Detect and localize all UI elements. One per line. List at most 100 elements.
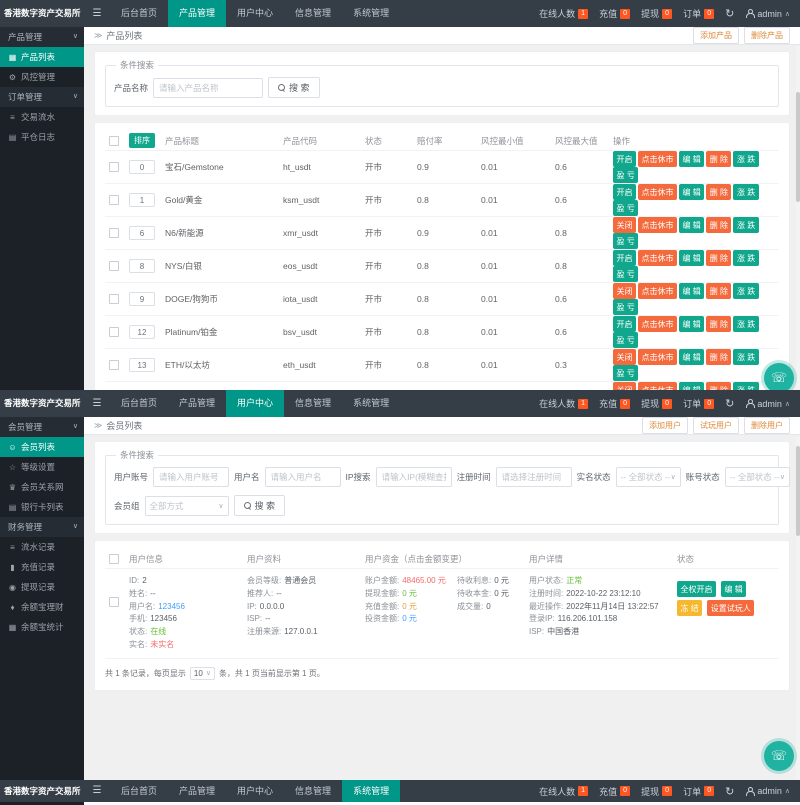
- toggle-button[interactable]: 关闭: [613, 382, 636, 390]
- hamburger-icon[interactable]: ☰: [92, 8, 102, 19]
- delete-product-button[interactable]: 删除产品: [744, 27, 790, 44]
- sort-input[interactable]: 9: [129, 292, 155, 306]
- market-close-button[interactable]: 点击休市: [638, 217, 677, 233]
- customer-service-button[interactable]: ☏: [764, 363, 794, 390]
- scrollbar[interactable]: [796, 46, 800, 390]
- add-product-button[interactable]: 添加产品: [693, 27, 739, 44]
- nav-user-center[interactable]: 用户中心: [237, 8, 274, 18]
- nav-system[interactable]: 系统管理: [342, 780, 401, 802]
- user-menu[interactable]: admin ∧: [745, 786, 790, 796]
- member-group-select[interactable]: 全部方式 ∨: [144, 495, 229, 516]
- select-all-checkbox[interactable]: [109, 135, 119, 146]
- row-checkbox[interactable]: [109, 195, 119, 205]
- updown-button[interactable]: 涨 跌: [733, 316, 759, 332]
- edit-button[interactable]: 编 辑: [721, 581, 747, 597]
- profit-button[interactable]: 盈 亏: [613, 233, 639, 249]
- withdraw-stat[interactable]: 提现 0: [641, 785, 673, 798]
- nav-dashboard[interactable]: 后台首页: [121, 8, 158, 18]
- sort-input[interactable]: 8: [129, 259, 155, 273]
- account-input[interactable]: [153, 467, 230, 487]
- refresh-icon[interactable]: ↻: [725, 8, 735, 20]
- nav-info[interactable]: 信息管理: [295, 398, 332, 408]
- set-demo-user-button[interactable]: 设置试玩人: [707, 600, 755, 616]
- nav-products[interactable]: 产品管理: [179, 398, 216, 408]
- profit-button[interactable]: 盈 亏: [613, 167, 639, 183]
- scrollbar[interactable]: [796, 436, 800, 780]
- sort-input[interactable]: 1: [129, 193, 155, 207]
- profit-button[interactable]: 盈 亏: [613, 200, 639, 216]
- recharge-stat[interactable]: 充值 0: [599, 397, 631, 410]
- sort-input[interactable]: 13: [129, 358, 155, 372]
- delete-button[interactable]: 删 除: [706, 151, 732, 167]
- register-time-input[interactable]: [495, 467, 572, 487]
- balance-value[interactable]: 48465.00 元: [402, 576, 446, 585]
- delete-button[interactable]: 删 除: [706, 217, 732, 233]
- toggle-button[interactable]: 关闭: [613, 349, 636, 365]
- delete-button[interactable]: 删 除: [706, 382, 732, 390]
- select-all-checkbox[interactable]: [109, 553, 119, 564]
- sidebar-item-relations[interactable]: ♛ 会员关系网: [0, 477, 84, 497]
- toggle-button[interactable]: 关闭: [613, 283, 636, 299]
- edit-button[interactable]: 编 辑: [679, 349, 705, 365]
- invest-total-value[interactable]: 0 元: [402, 614, 417, 624]
- sidebar-item-member-list[interactable]: ☺ 会员列表: [0, 437, 84, 457]
- product-name-input[interactable]: [153, 77, 264, 98]
- sidebar-item-flow-records[interactable]: ≡ 流水记录: [0, 537, 84, 557]
- order-stat[interactable]: 订单 0: [683, 7, 715, 20]
- nav-system[interactable]: 系统管理: [353, 398, 390, 408]
- updown-button[interactable]: 涨 跌: [733, 184, 759, 200]
- sidebar-group-finance[interactable]: 财务管理 ∨: [0, 517, 84, 537]
- nav-products[interactable]: 产品管理: [168, 0, 227, 27]
- row-checkbox[interactable]: [109, 360, 119, 370]
- edit-button[interactable]: 编 辑: [679, 283, 705, 299]
- sort-input[interactable]: 0: [129, 160, 155, 174]
- nav-products[interactable]: 产品管理: [179, 786, 216, 796]
- edit-button[interactable]: 编 辑: [679, 250, 705, 266]
- withdraw-stat[interactable]: 提现 0: [641, 7, 673, 20]
- scrollbar-thumb[interactable]: [796, 446, 800, 536]
- delete-button[interactable]: 删 除: [706, 283, 732, 299]
- freeze-button[interactable]: 冻 结: [677, 600, 703, 616]
- nav-dashboard[interactable]: 后台首页: [121, 398, 158, 408]
- market-close-button[interactable]: 点击休市: [638, 283, 677, 299]
- sidebar-group-members[interactable]: 会员管理 ∨: [0, 417, 84, 437]
- updown-button[interactable]: 涨 跌: [733, 349, 759, 365]
- market-close-button[interactable]: 点击休市: [638, 382, 677, 390]
- row-checkbox[interactable]: [109, 162, 119, 172]
- sidebar-group-products[interactable]: 产品管理 ∨: [0, 27, 84, 47]
- profit-button[interactable]: 盈 亏: [613, 365, 639, 381]
- market-close-button[interactable]: 点击休市: [638, 151, 677, 167]
- per-page-select[interactable]: 10 ∨: [189, 666, 215, 680]
- edit-button[interactable]: 编 辑: [679, 316, 705, 332]
- row-checkbox[interactable]: [109, 327, 119, 337]
- profit-button[interactable]: 盈 亏: [613, 332, 639, 348]
- toggle-button[interactable]: 开启: [613, 316, 636, 332]
- full-access-button[interactable]: 全权开启: [677, 581, 716, 597]
- edit-button[interactable]: 编 辑: [679, 217, 705, 233]
- updown-button[interactable]: 涨 跌: [733, 382, 759, 390]
- order-stat[interactable]: 订单 0: [683, 397, 715, 410]
- withdraw-total-value[interactable]: 0 元: [402, 588, 417, 598]
- withdraw-stat[interactable]: 提现 0: [641, 397, 673, 410]
- delete-button[interactable]: 删 除: [706, 250, 732, 266]
- username-link[interactable]: 123456: [158, 601, 185, 611]
- search-button[interactable]: 搜 索: [233, 495, 286, 516]
- nav-user-center[interactable]: 用户中心: [237, 786, 274, 796]
- market-close-button[interactable]: 点击休市: [638, 184, 677, 200]
- refresh-icon[interactable]: ↻: [725, 785, 735, 798]
- market-close-button[interactable]: 点击休市: [638, 316, 677, 332]
- edit-button[interactable]: 编 辑: [679, 151, 705, 167]
- profit-button[interactable]: 盈 亏: [613, 299, 639, 315]
- nav-user-center[interactable]: 用户中心: [226, 390, 285, 417]
- row-checkbox[interactable]: [109, 228, 119, 238]
- market-close-button[interactable]: 点击休市: [638, 250, 677, 266]
- realname-status-select[interactable]: -- 全部状态 -- ∨: [615, 467, 681, 487]
- toggle-button[interactable]: 开启: [613, 151, 636, 167]
- scrollbar-thumb[interactable]: [796, 92, 800, 202]
- online-count-stat[interactable]: 在线人数 1: [539, 785, 589, 798]
- sort-input[interactable]: 6: [129, 226, 155, 240]
- toggle-button[interactable]: 关闭: [613, 217, 636, 233]
- sidebar-item-recharge-records[interactable]: ▮ 充值记录: [0, 557, 84, 577]
- recharge-stat[interactable]: 充值 0: [599, 7, 631, 20]
- sidebar-item-level-settings[interactable]: ☆ 等级设置: [0, 457, 84, 477]
